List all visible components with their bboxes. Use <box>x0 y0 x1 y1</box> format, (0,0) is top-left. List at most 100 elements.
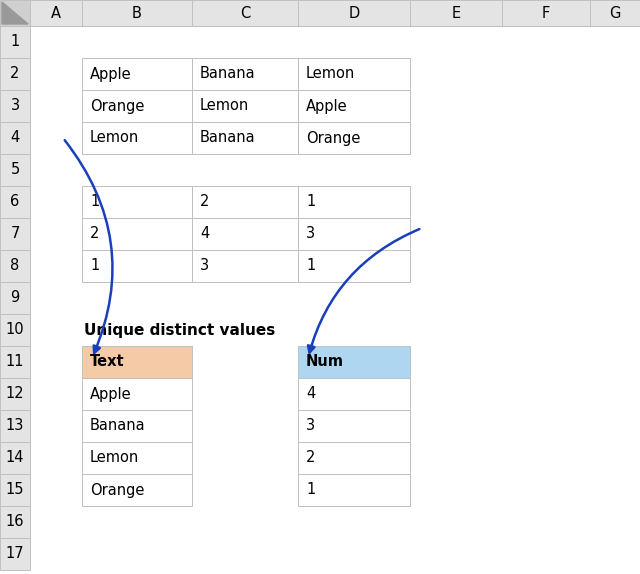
Bar <box>192 0 298 26</box>
Bar <box>298 218 410 250</box>
Bar <box>192 378 298 410</box>
Bar <box>502 346 590 378</box>
Bar <box>590 282 640 314</box>
Bar <box>298 314 410 346</box>
Bar <box>502 154 590 186</box>
Bar <box>298 58 410 90</box>
Bar <box>410 282 502 314</box>
Bar <box>30 26 82 58</box>
Bar <box>298 346 410 378</box>
Text: 2: 2 <box>306 451 316 466</box>
Bar <box>502 218 590 250</box>
Bar <box>192 250 298 282</box>
Bar <box>0 314 30 346</box>
Bar <box>502 474 590 506</box>
Bar <box>590 186 640 218</box>
Bar <box>82 26 192 58</box>
Bar <box>0 250 30 282</box>
Bar <box>410 410 502 442</box>
Bar <box>0 410 30 442</box>
FancyArrowPatch shape <box>308 229 419 352</box>
Bar <box>30 346 82 378</box>
Text: 7: 7 <box>10 227 20 242</box>
Text: Unique distinct values: Unique distinct values <box>84 323 275 338</box>
Text: Apple: Apple <box>306 99 348 114</box>
Bar <box>590 410 640 442</box>
Text: Orange: Orange <box>90 483 145 498</box>
Bar <box>298 506 410 538</box>
Text: 1: 1 <box>306 483 316 498</box>
Bar <box>590 122 640 154</box>
Bar <box>410 346 502 378</box>
Bar <box>502 58 590 90</box>
Bar <box>192 218 298 250</box>
Bar <box>192 538 298 570</box>
Text: Lemon: Lemon <box>90 451 140 466</box>
Bar <box>82 314 192 346</box>
Bar <box>192 90 298 122</box>
Bar <box>590 0 640 26</box>
Bar <box>298 186 410 218</box>
Bar <box>298 90 410 122</box>
Bar <box>410 282 502 314</box>
Text: 10: 10 <box>6 323 24 338</box>
Bar <box>82 186 192 218</box>
Text: 1: 1 <box>90 195 99 210</box>
FancyArrowPatch shape <box>65 140 113 353</box>
Bar <box>0 58 30 90</box>
Bar <box>0 26 30 58</box>
Bar <box>410 506 502 538</box>
Bar <box>410 250 502 282</box>
Bar <box>0 282 30 314</box>
Text: 13: 13 <box>6 418 24 433</box>
Bar <box>298 122 410 154</box>
Bar <box>298 282 410 314</box>
Text: Num: Num <box>306 355 344 370</box>
Bar <box>298 378 410 410</box>
Text: B: B <box>132 6 142 21</box>
Text: 16: 16 <box>6 514 24 529</box>
Text: 17: 17 <box>6 546 24 561</box>
Bar <box>502 90 590 122</box>
Bar <box>502 346 590 378</box>
Text: Lemon: Lemon <box>306 67 355 82</box>
Text: Banana: Banana <box>200 67 255 82</box>
Bar <box>502 474 590 506</box>
Bar <box>590 250 640 282</box>
Bar <box>82 154 192 186</box>
Bar <box>410 346 502 378</box>
Bar <box>502 506 590 538</box>
Text: 1: 1 <box>90 258 99 273</box>
Bar <box>502 58 590 90</box>
Bar <box>30 186 82 218</box>
Bar <box>410 90 502 122</box>
Bar <box>82 410 192 442</box>
Text: Text: Text <box>90 355 125 370</box>
Bar <box>192 90 298 122</box>
Bar <box>410 90 502 122</box>
Text: 1: 1 <box>10 34 20 49</box>
Bar <box>410 538 502 570</box>
Bar <box>410 474 502 506</box>
Bar <box>0 0 30 26</box>
Text: D: D <box>348 6 360 21</box>
Bar <box>502 122 590 154</box>
Bar <box>590 314 640 346</box>
Text: Banana: Banana <box>90 418 146 433</box>
Bar <box>82 442 192 474</box>
Bar <box>502 282 590 314</box>
Bar <box>502 122 590 154</box>
Bar <box>502 538 590 570</box>
Text: 6: 6 <box>10 195 20 210</box>
Bar <box>410 186 502 218</box>
Bar <box>298 346 410 378</box>
Text: Orange: Orange <box>306 130 360 145</box>
Bar <box>590 58 640 90</box>
Bar <box>30 538 82 570</box>
Bar <box>502 250 590 282</box>
Bar <box>82 0 192 26</box>
Text: 12: 12 <box>6 386 24 401</box>
Bar <box>502 378 590 410</box>
Bar <box>502 314 590 346</box>
Bar <box>192 442 298 474</box>
